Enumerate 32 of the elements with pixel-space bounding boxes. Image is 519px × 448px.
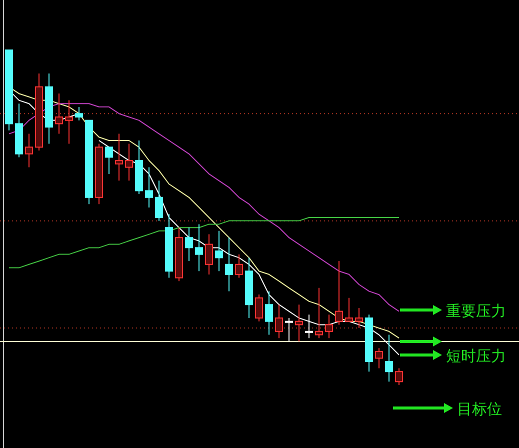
candlestick xyxy=(395,368,403,386)
candlestick xyxy=(115,133,123,182)
candlestick xyxy=(65,100,73,144)
candlestick xyxy=(295,304,303,342)
candlestick xyxy=(75,106,83,121)
candlestick xyxy=(205,234,213,275)
candlestick xyxy=(275,304,283,339)
candlestick xyxy=(255,294,263,322)
candlestick xyxy=(315,287,323,339)
candlestick xyxy=(105,146,113,174)
text: 短时压力 xyxy=(446,347,506,365)
text: 目标位 xyxy=(457,400,502,418)
candlestick xyxy=(285,318,293,342)
candlestick xyxy=(195,224,203,272)
candlestick xyxy=(265,290,273,336)
candlestick xyxy=(215,230,223,272)
candlestick xyxy=(235,254,243,278)
text: 重要压力 xyxy=(446,302,506,320)
candlestick xyxy=(385,334,393,382)
candlestick xyxy=(345,297,353,322)
candlestick xyxy=(305,314,313,339)
candlestick xyxy=(325,314,333,339)
candlestick xyxy=(355,307,363,329)
candlestick xyxy=(55,93,63,134)
candlestick xyxy=(125,143,133,182)
candlestick xyxy=(375,348,383,369)
candlestick xyxy=(145,166,153,208)
candlestick xyxy=(225,237,233,292)
candlestick xyxy=(335,260,343,326)
candlestick xyxy=(185,227,193,262)
candlestick xyxy=(155,180,163,222)
candlestick xyxy=(25,133,33,168)
